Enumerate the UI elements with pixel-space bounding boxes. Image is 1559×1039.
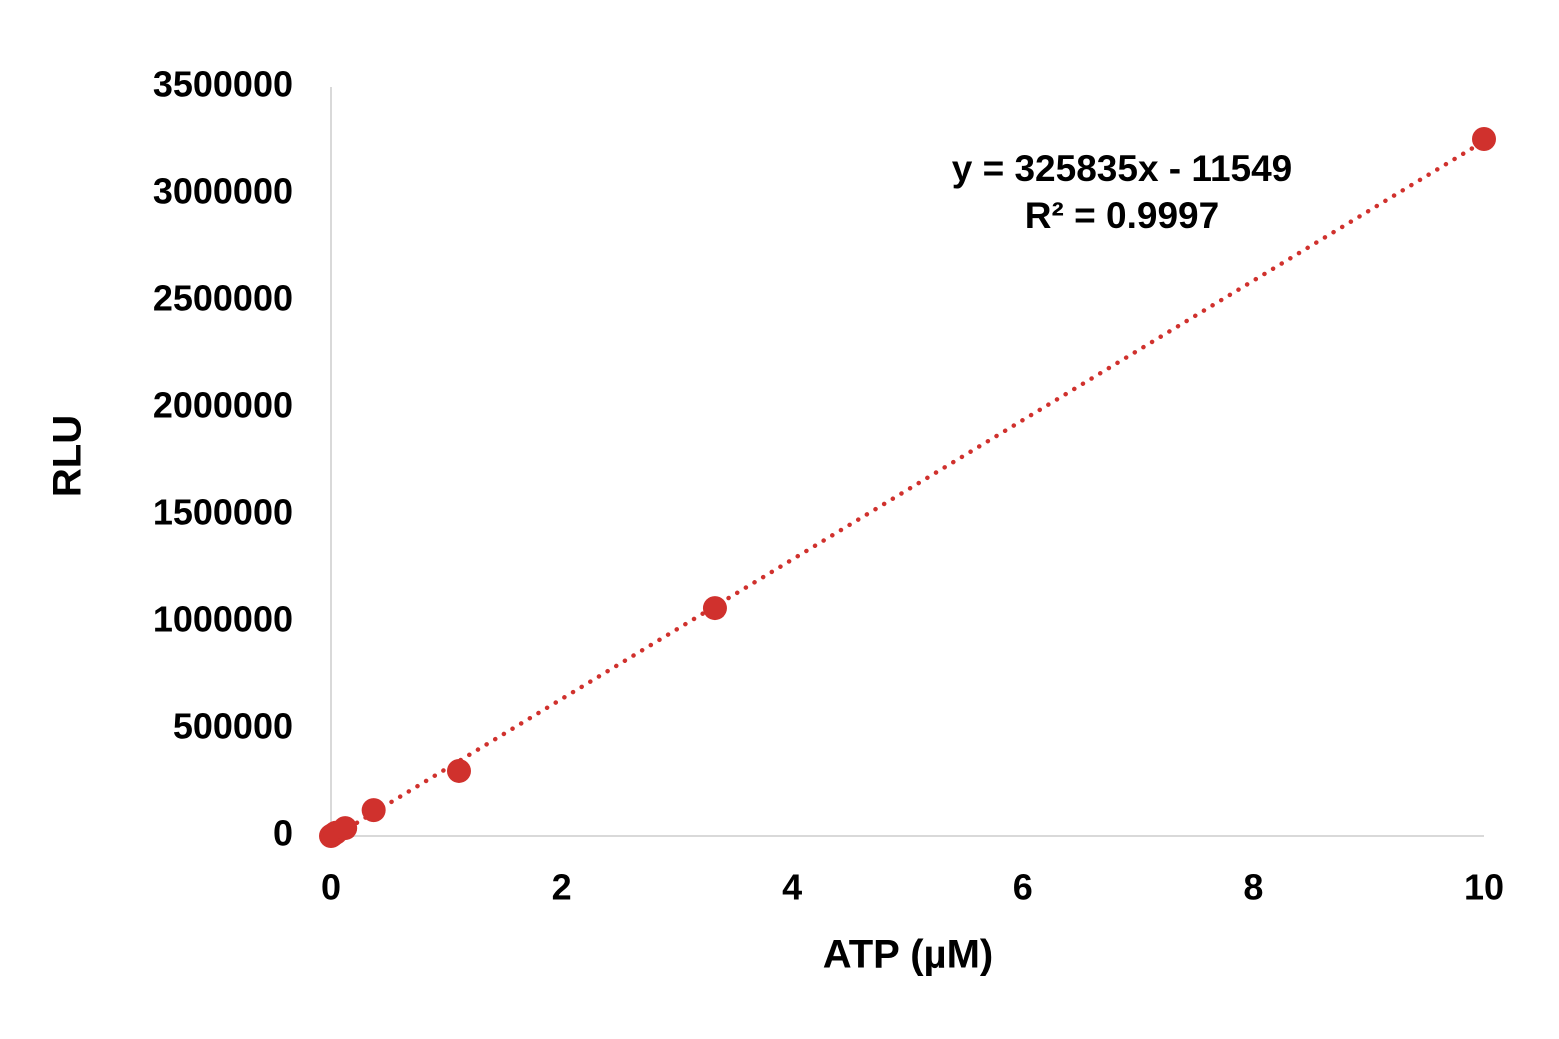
trendline bbox=[328, 138, 1487, 841]
y-tick-label: 1000000 bbox=[153, 599, 293, 640]
data-point bbox=[333, 816, 358, 841]
x-tick-label: 2 bbox=[552, 867, 572, 908]
y-tick-label: 0 bbox=[273, 813, 293, 854]
r-squared: R² = 0.9997 bbox=[1025, 195, 1219, 236]
x-tick-label: 4 bbox=[782, 867, 802, 908]
x-tick-label: 0 bbox=[321, 867, 341, 908]
data-point bbox=[446, 758, 471, 783]
y-tick-label: 2500000 bbox=[153, 278, 293, 319]
data-point bbox=[702, 596, 727, 621]
data-point bbox=[1472, 127, 1496, 152]
data-point bbox=[361, 798, 386, 823]
trendline-equation: y = 325835x - 11549 bbox=[952, 148, 1293, 189]
y-tick-label: 2000000 bbox=[153, 385, 293, 426]
x-axis-title: ATP (µM) bbox=[823, 933, 993, 977]
x-tick-label: 8 bbox=[1243, 867, 1263, 908]
y-tick-label: 500000 bbox=[173, 706, 293, 747]
y-tick-label: 3000000 bbox=[153, 171, 293, 212]
y-tick-label: 1500000 bbox=[153, 492, 293, 533]
x-tick-label: 6 bbox=[1013, 867, 1033, 908]
y-tick-label: 3500000 bbox=[153, 64, 293, 105]
x-tick-label: 10 bbox=[1464, 867, 1504, 908]
y-axis-title: RLU bbox=[46, 415, 90, 497]
